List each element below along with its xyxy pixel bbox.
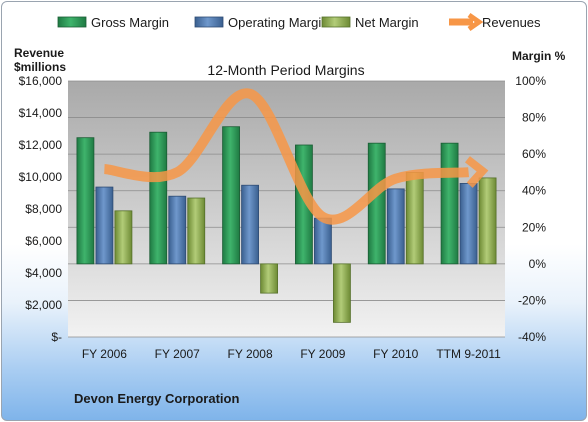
right-tick-label: 80% [522, 111, 546, 125]
revenue-line [103, 88, 489, 225]
x-tick-label: FY 2010 [373, 347, 418, 361]
footer-company-name: Devon Energy Corporation [74, 391, 240, 406]
x-tick-label: FY 2006 [82, 347, 127, 361]
bar-gross-margin [222, 126, 240, 265]
left-tick-label: $6,000 [25, 234, 62, 248]
bar-net-margin [114, 210, 133, 265]
bar-operating-margin [459, 182, 478, 265]
x-axis-ticks: FY 2006 FY 2007 FY 2008 FY 2009 FY 2010 TTM 9… [82, 347, 501, 361]
bar-operating-margin [168, 195, 187, 265]
revenue-line-path [103, 88, 470, 225]
legend-label: Revenues [482, 15, 541, 30]
legend-swatch [57, 16, 87, 28]
bar-net-margin [187, 197, 206, 265]
bar-net-margin [260, 263, 278, 294]
left-axis-label-line1: Revenue [14, 46, 64, 60]
left-tick-label: $12,000 [19, 138, 63, 152]
x-tick-label: FY 2009 [300, 347, 345, 361]
bar-gross-margin [440, 142, 459, 265]
right-tick-label: -20% [518, 293, 546, 307]
legend-swatch [194, 16, 224, 28]
revenue-arrow-head [464, 156, 489, 188]
bar-operating-margin [95, 186, 114, 265]
bar-operating-margin [314, 217, 332, 265]
x-tick-label: FY 2007 [155, 347, 200, 361]
left-tick-label: $16,000 [19, 74, 63, 88]
x-tick-label: FY 2008 [228, 347, 273, 361]
bar-net-margin [333, 263, 351, 323]
left-tick-label: $- [51, 330, 62, 344]
left-tick-label: $2,000 [25, 298, 62, 312]
left-tick-label: $4,000 [25, 266, 62, 280]
right-tick-label: 0% [529, 257, 547, 271]
right-tick-label: 40% [522, 184, 546, 198]
bar-operating-margin [386, 188, 405, 265]
right-tick-label: 60% [522, 147, 546, 161]
plot-area [68, 81, 505, 337]
left-tick-label: $14,000 [19, 106, 63, 120]
bar-gross-margin [76, 137, 95, 265]
legend-swatch-arrow [467, 12, 484, 32]
bar-operating-margin [241, 184, 259, 265]
bar-gross-margin [149, 131, 168, 265]
left-axis-ticks: $- $2,000 $4,000 $6,000 $8,000 $10,000 $12,000… [19, 74, 63, 344]
legend: Gross Margin Operating Margin Net Margin Re… [57, 12, 541, 32]
legend-label: Net Margin [355, 15, 419, 30]
left-tick-label: $10,000 [19, 170, 63, 184]
chart-title: 12-Month Period Margins [207, 62, 364, 78]
bar-net-margin [478, 177, 497, 265]
right-tick-label: -40% [518, 330, 546, 344]
x-tick-label: TTM 9-2011 [436, 347, 501, 361]
legend-label: Operating Margin [228, 15, 328, 30]
legend-swatch [321, 16, 351, 28]
left-axis-label-line2: $millions [14, 60, 66, 74]
right-axis-label: Margin % [512, 49, 566, 63]
bar-gross-margin [367, 142, 386, 265]
right-tick-label: 20% [522, 220, 546, 234]
legend-label: Gross Margin [91, 15, 169, 30]
right-axis-ticks: -40% -20% 0% 20% 40% 60% 80% 100% [515, 74, 546, 344]
right-tick-label: 100% [515, 74, 546, 88]
bar-net-margin [405, 172, 424, 265]
left-tick-label: $8,000 [25, 202, 62, 216]
